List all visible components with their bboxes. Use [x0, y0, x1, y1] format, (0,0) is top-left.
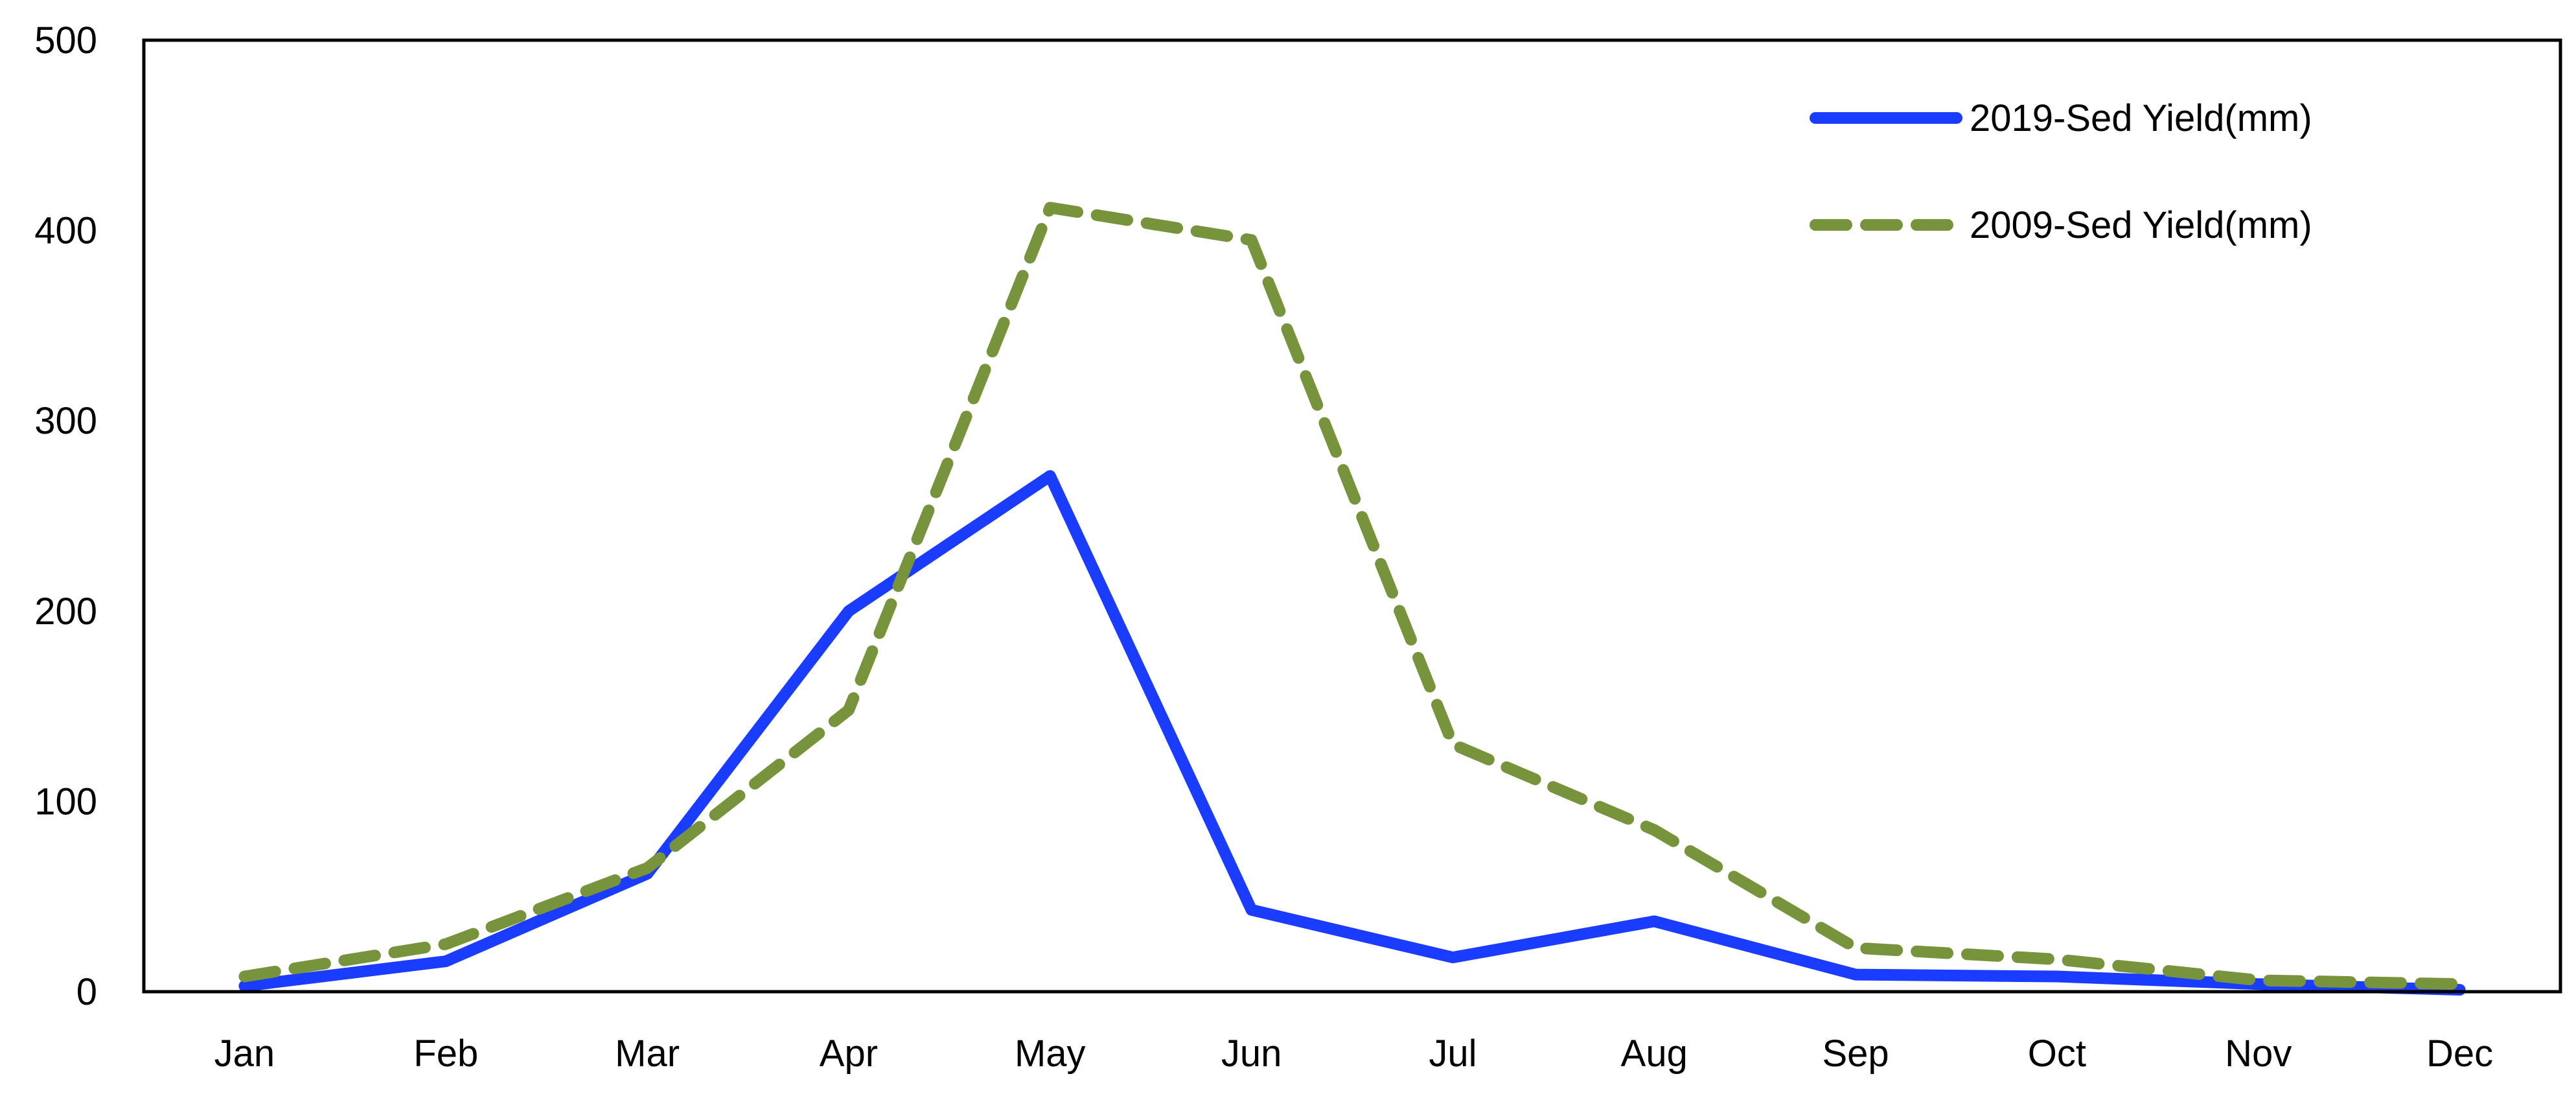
y-tick-label: 0 — [76, 971, 97, 1013]
x-tick-label: Jul — [1429, 1033, 1477, 1075]
x-tick-label: Apr — [820, 1033, 878, 1075]
legend-label: 2009-Sed Yield(mm) — [1970, 204, 2312, 246]
x-tick-label: Mar — [615, 1033, 680, 1075]
x-tick-label: Jun — [1221, 1033, 1282, 1075]
legend: 2019-Sed Yield(mm) 2009-Sed Yield(mm) — [1810, 97, 2312, 246]
x-tick-label: Nov — [2225, 1033, 2292, 1075]
legend-label: 2019-Sed Yield(mm) — [1970, 97, 2312, 139]
series-layer — [238, 202, 2466, 996]
x-tick-label: Aug — [1621, 1033, 1688, 1075]
y-tick-label: 300 — [34, 400, 97, 442]
x-tick-label: May — [1015, 1033, 1086, 1075]
y-axis-ticks: 0 100 200 300 400 500 — [34, 19, 97, 1013]
y-tick-label: 400 — [34, 210, 97, 252]
x-tick-label: Jan — [214, 1033, 275, 1075]
x-tick-label: Oct — [2028, 1033, 2086, 1075]
x-tick-label: Dec — [2426, 1033, 2493, 1075]
x-axis-ticks: Jan Feb Mar Apr May Jun Jul Aug Sep Oct Nov Dec — [214, 1033, 2494, 1075]
y-tick-label: 500 — [34, 19, 97, 62]
series-line-2019 — [238, 470, 2466, 996]
x-tick-label: Sep — [1822, 1033, 1889, 1075]
y-tick-label: 200 — [34, 590, 97, 633]
plot-area-frame — [142, 38, 2562, 994]
series-line-2009 — [238, 202, 2466, 990]
y-tick-label: 100 — [34, 780, 97, 823]
x-tick-label: Feb — [413, 1033, 478, 1075]
